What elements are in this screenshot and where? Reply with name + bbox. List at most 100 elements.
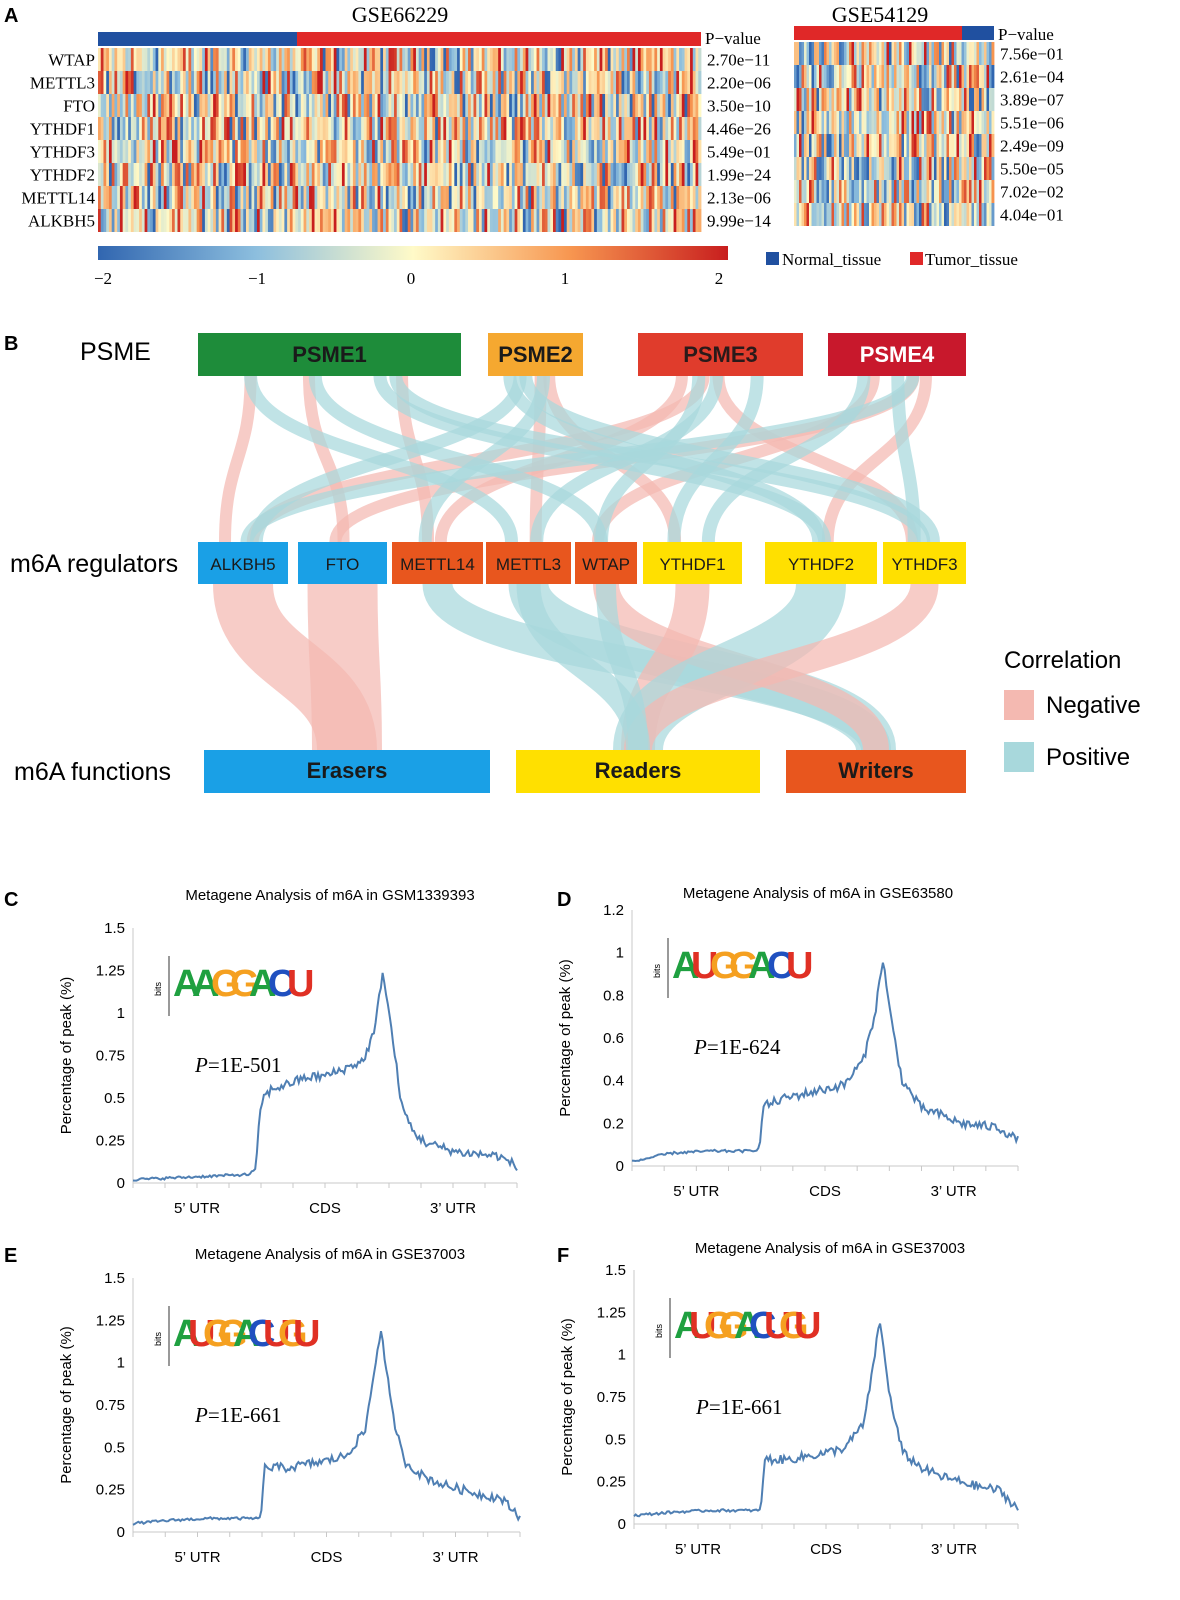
- heatmap-cell: [640, 117, 644, 140]
- heatmap-cell: [229, 140, 233, 163]
- heatmap-cell: [172, 209, 176, 232]
- heatmap-cell: [330, 186, 335, 209]
- heatmap-cell: [407, 209, 411, 232]
- heatmap-cell: [254, 48, 258, 71]
- heatmap-cell: [528, 94, 532, 117]
- heatmap-cell: [681, 71, 685, 94]
- heatmap-cell: [284, 163, 288, 186]
- heatmap-cell: [635, 186, 639, 209]
- heatmap-cell: [804, 88, 807, 111]
- heatmap-cell: [555, 117, 559, 140]
- heatmap-cell: [415, 48, 420, 71]
- heatmap-cell: [446, 163, 450, 186]
- pvalue-label: 4.04e−01: [1000, 205, 1064, 224]
- heatmap-cell: [152, 186, 156, 209]
- heatmap-cell: [259, 163, 263, 186]
- region-label: 5’ UTR: [174, 1549, 220, 1566]
- heatmap-cell: [899, 203, 902, 226]
- motif-letter: C: [268, 963, 295, 1005]
- heatmap-cell: [404, 117, 409, 140]
- heatmap-cell: [583, 163, 587, 186]
- heatmap-cell: [166, 209, 170, 232]
- heatmap-cell: [881, 88, 885, 111]
- heatmap-cell: [108, 163, 113, 186]
- heatmap-gse66229: [98, 32, 702, 232]
- heatmap-cell: [886, 134, 890, 157]
- heatmap-cell: [503, 186, 507, 209]
- heatmap-cell: [981, 42, 985, 65]
- heatmap-cell: [130, 71, 135, 94]
- heatmap-cell: [966, 134, 970, 157]
- heatmap-cell: [448, 186, 452, 209]
- heatmap-cell: [352, 163, 357, 186]
- heatmap-cell: [339, 48, 343, 71]
- heatmap-cell: [333, 117, 337, 140]
- heatmap-cell: [278, 48, 283, 71]
- heatmap-cell: [174, 209, 178, 232]
- heatmap-cell: [974, 203, 977, 226]
- heatmap-cell: [144, 94, 148, 117]
- metagene-chart-d: Metagene Analysis of m6A in GSE6358000.2…: [557, 885, 1019, 1200]
- heatmap-cell: [210, 186, 214, 209]
- heatmap-cell: [679, 163, 683, 186]
- heatmap-cell: [929, 203, 932, 226]
- heatmap-cell: [834, 111, 837, 134]
- motif-letter: A: [173, 963, 200, 1005]
- heatmap-cell: [854, 88, 857, 111]
- heatmap-cell: [210, 48, 214, 71]
- heatmap-cell: [193, 71, 198, 94]
- heatmap-cell: [413, 94, 417, 117]
- motif-letter: U: [764, 1305, 791, 1347]
- heatmap-cell: [196, 186, 200, 209]
- heatmap-cell: [330, 209, 335, 232]
- heatmap-cell: [814, 111, 817, 134]
- heatmap-cell: [585, 71, 590, 94]
- heatmap-cell: [829, 203, 832, 226]
- heatmap-cell: [574, 140, 579, 163]
- heatmap-cell: [243, 209, 247, 232]
- heatmap-cell: [188, 140, 192, 163]
- heatmap-cell: [240, 209, 244, 232]
- heatmap-cell: [325, 94, 329, 117]
- heatmap-cell: [169, 209, 173, 232]
- heatmap-cell: [839, 65, 842, 88]
- heatmap-cell: [103, 186, 107, 209]
- heatmap-cell: [166, 186, 170, 209]
- heatmap-cell: [904, 203, 907, 226]
- heatmap-cell: [934, 157, 937, 180]
- heatmap-cell: [618, 163, 622, 186]
- heatmap-cell: [684, 71, 688, 94]
- heatmap-cell: [424, 140, 428, 163]
- heatmap-cell: [884, 180, 887, 203]
- heatmap-cell: [563, 94, 568, 117]
- heatmap-cell: [602, 48, 606, 71]
- heatmap-cell: [443, 117, 447, 140]
- heatmap-cell: [128, 48, 132, 71]
- heatmap-cell: [914, 203, 917, 226]
- heatmap-cell: [341, 163, 346, 186]
- heatmap-cell: [174, 71, 178, 94]
- heatmap-cell: [539, 140, 543, 163]
- heatmap-cell: [531, 94, 535, 117]
- heatmap-cell: [904, 180, 907, 203]
- heatmap-cell: [361, 163, 365, 186]
- heatmap-cell: [489, 94, 494, 117]
- heatmap-cell: [886, 88, 890, 111]
- heatmap-cell: [657, 71, 661, 94]
- heatmap-cell: [366, 48, 370, 71]
- heatmap-cell: [383, 48, 387, 71]
- heatmap-cell: [473, 48, 477, 71]
- heatmap-cell: [363, 209, 368, 232]
- heatmap-cell: [185, 140, 189, 163]
- metagene-chart-e: Metagene Analysis of m6A in GSE3700300.2…: [58, 1246, 521, 1566]
- heatmap-cell: [944, 42, 947, 65]
- heatmap-cell: [986, 203, 990, 226]
- heatmap-cell: [939, 111, 942, 134]
- heatmap-cell: [986, 134, 990, 157]
- heatmap-cell: [369, 71, 373, 94]
- heatmap-cell: [492, 71, 496, 94]
- heatmap-gse54129: [794, 26, 995, 226]
- heatmap-cell: [136, 163, 140, 186]
- heatmap-cell: [503, 140, 507, 163]
- heatmap-cell: [831, 65, 835, 88]
